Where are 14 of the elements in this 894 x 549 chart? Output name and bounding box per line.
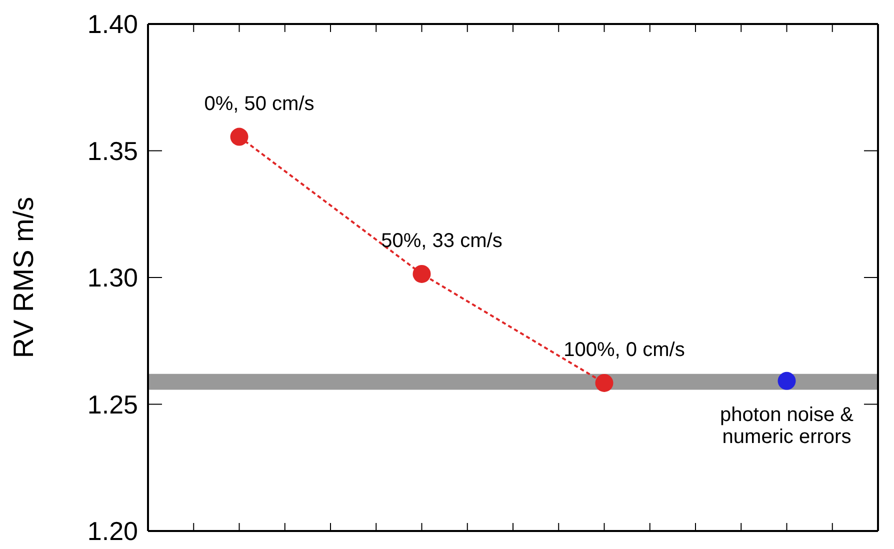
y-tick-label: 1.25 (87, 389, 138, 420)
y-tick-label: 1.40 (87, 9, 138, 40)
point (778, 372, 796, 390)
y-tick-label: 1.35 (87, 136, 138, 166)
point (230, 128, 248, 146)
y-tick-label: 1.20 (87, 516, 138, 546)
y-tick-label: 1.30 (87, 262, 138, 293)
annotation: 0%, 50 cm/s (204, 92, 314, 115)
annotation: 100%, 0 cm/s (564, 338, 685, 361)
point (595, 374, 614, 392)
y-axis-title: RV RMS m/s (8, 196, 39, 358)
point (412, 264, 431, 283)
annotation: photon noise & numeric errors (720, 404, 854, 448)
annotation: 50%, 33 cm/s (381, 230, 502, 252)
